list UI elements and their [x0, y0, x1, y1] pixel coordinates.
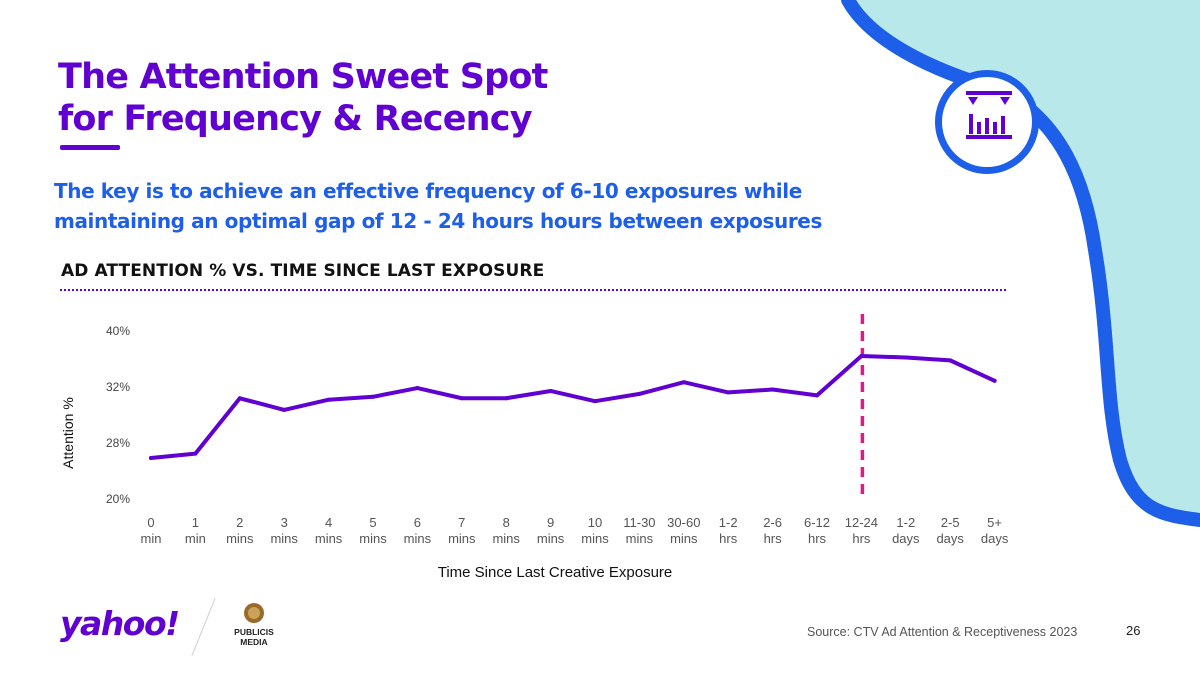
x-tick-label: 7 mins — [448, 515, 476, 546]
x-tick-label: 30-60 mins — [667, 515, 700, 546]
subtitle-line-2: maintaining an optimal gap of 12 - 24 ho… — [54, 209, 822, 233]
data-point — [282, 407, 287, 412]
page-title: The Attention Sweet Spot for Frequency &… — [58, 56, 548, 140]
x-tick-label: 1 min — [185, 515, 206, 546]
chart-badge — [935, 70, 1039, 174]
page-number: 26 — [1126, 623, 1141, 638]
x-tick-label: 4 mins — [315, 515, 343, 546]
x-axis-title: Time Since Last Creative Exposure — [437, 564, 673, 581]
x-tick-label: 2-5 days — [936, 515, 964, 546]
data-point — [548, 388, 553, 393]
source-note: Source: CTV Ad Attention & Receptiveness… — [807, 625, 1078, 639]
title-underline — [60, 145, 120, 150]
data-point — [770, 387, 775, 392]
title-line-2: for Frequency & Recency — [58, 99, 533, 139]
data-point — [637, 391, 642, 396]
y-tick-label: 28% — [106, 436, 130, 450]
x-tick-label: 11-30 mins — [623, 515, 655, 546]
data-point — [193, 451, 198, 456]
data-point — [504, 396, 509, 401]
data-point — [815, 393, 819, 398]
subtitle: The key is to achieve an effective frequ… — [54, 176, 874, 236]
data-point — [859, 354, 864, 358]
publicis-text-line-1: PUBLICIS — [234, 627, 274, 637]
x-tick-label: 9 mins — [537, 515, 565, 546]
bar-chart-icon — [966, 91, 1012, 139]
x-tick-label: 6 mins — [404, 515, 432, 546]
x-tick-label: 2-6 hrs — [763, 515, 782, 546]
data-point — [371, 394, 375, 399]
publicis-text-line-2: MEDIA — [240, 637, 268, 647]
decorative-blue-border — [841, 0, 1200, 527]
x-tick-label: 1-2 hrs — [719, 515, 738, 546]
chart-plot-area — [100, 305, 1020, 590]
x-tick-label: 3 mins — [270, 515, 298, 546]
x-tick-label: 12-24 hrs — [845, 515, 878, 546]
x-tick-label: 5 mins — [359, 515, 387, 546]
y-tick-label: 40% — [106, 324, 130, 338]
x-axis-ticks: 0 min 1 min 2 mins 3 mins 4 mins 5 mins 6 mins 7 mins 8 m… — [141, 515, 1009, 546]
data-point — [149, 456, 153, 460]
y-axis-title: Attention % — [60, 397, 76, 469]
attention-series-line — [149, 354, 997, 460]
data-point — [681, 380, 686, 385]
y-axis-ticks: 20% 28% 32% 40% — [106, 324, 130, 506]
x-tick-label: 0 min — [141, 515, 162, 546]
data-point — [237, 396, 242, 401]
chart-title: AD ATTENTION % VS. TIME SINCE LAST EXPOS… — [61, 261, 545, 281]
yahoo-logo: yahoo! — [60, 604, 180, 643]
x-tick-label: 6-12 hrs — [804, 515, 830, 546]
x-tick-label: 10 mins — [581, 515, 609, 546]
data-point — [726, 390, 731, 395]
data-point — [948, 358, 953, 363]
data-point — [593, 399, 597, 404]
x-tick-label: 2 mins — [226, 515, 254, 546]
data-points — [149, 354, 997, 460]
publicis-lion-icon — [244, 603, 264, 623]
y-tick-label: 20% — [106, 492, 130, 506]
subtitle-line-1: The key is to achieve an effective frequ… — [54, 179, 802, 203]
x-tick-label: 1-2 days — [892, 515, 920, 546]
x-tick-label: 8 mins — [492, 515, 520, 546]
data-point — [459, 396, 464, 401]
chart-title-rule — [60, 289, 1006, 291]
x-tick-label: 5+ days — [981, 515, 1009, 546]
publicis-media-logo: PUBLICIS MEDIA — [216, 601, 292, 647]
y-tick-label: 32% — [106, 380, 130, 394]
data-point — [992, 378, 997, 383]
title-line-1: The Attention Sweet Spot — [58, 57, 548, 97]
data-point — [415, 386, 420, 391]
data-point — [326, 397, 331, 402]
data-point — [903, 355, 908, 360]
